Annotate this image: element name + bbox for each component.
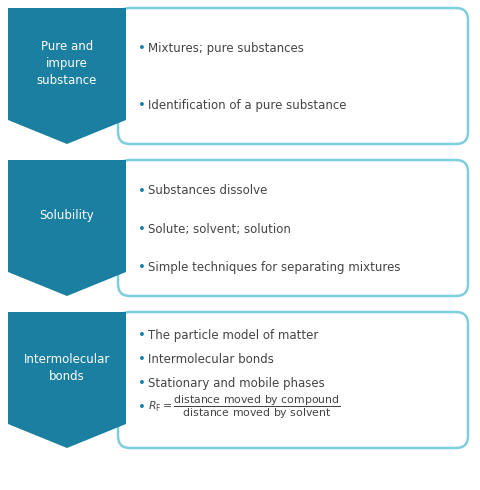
Text: The particle model of matter: The particle model of matter bbox=[148, 329, 318, 343]
Text: Pure and
impure
substance: Pure and impure substance bbox=[37, 41, 97, 88]
Text: Substances dissolve: Substances dissolve bbox=[148, 185, 267, 197]
Text: Intermolecular
bonds: Intermolecular bonds bbox=[24, 353, 110, 383]
Text: •: • bbox=[138, 42, 146, 55]
Text: Mixtures; pure substances: Mixtures; pure substances bbox=[148, 42, 304, 55]
Text: Solubility: Solubility bbox=[40, 210, 95, 222]
Text: •: • bbox=[138, 222, 146, 236]
Text: •: • bbox=[138, 261, 146, 273]
Text: •: • bbox=[138, 353, 146, 366]
FancyBboxPatch shape bbox=[118, 8, 468, 144]
Text: Intermolecular bonds: Intermolecular bonds bbox=[148, 353, 274, 366]
Polygon shape bbox=[8, 8, 126, 144]
FancyBboxPatch shape bbox=[118, 160, 468, 296]
Polygon shape bbox=[8, 160, 126, 296]
Text: Simple techniques for separating mixtures: Simple techniques for separating mixture… bbox=[148, 261, 400, 273]
Text: •: • bbox=[138, 377, 146, 390]
Text: Stationary and mobile phases: Stationary and mobile phases bbox=[148, 377, 325, 390]
Text: •: • bbox=[138, 185, 146, 197]
Text: Identification of a pure substance: Identification of a pure substance bbox=[148, 99, 347, 112]
Text: •: • bbox=[138, 329, 146, 343]
Text: Solute; solvent; solution: Solute; solvent; solution bbox=[148, 222, 291, 236]
Text: $R_{\mathsf{F}} = \dfrac{\mathsf{distance\ moved\ by\ compound}}{\mathsf{distanc: $R_{\mathsf{F}} = \dfrac{\mathsf{distanc… bbox=[148, 393, 340, 421]
FancyBboxPatch shape bbox=[118, 312, 468, 448]
Text: •: • bbox=[138, 401, 146, 414]
Text: •: • bbox=[138, 99, 146, 112]
Polygon shape bbox=[8, 312, 126, 448]
